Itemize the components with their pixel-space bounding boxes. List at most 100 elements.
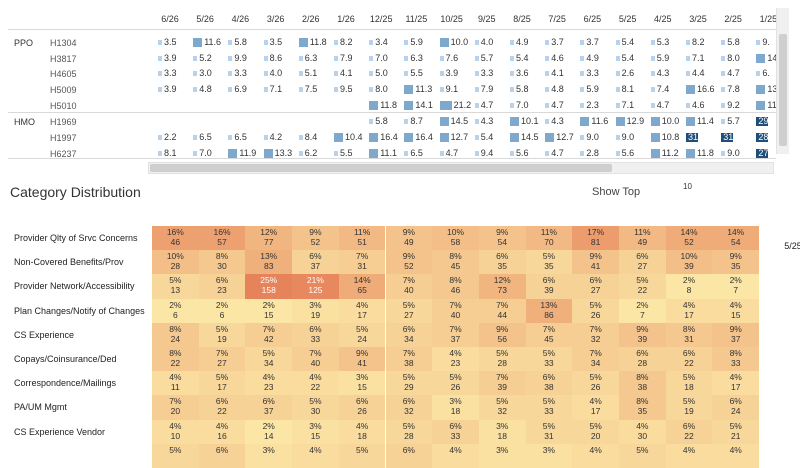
- value-bar: [615, 103, 620, 109]
- vertical-scrollbar-thumb[interactable]: [779, 34, 787, 146]
- value-bar: [686, 56, 690, 62]
- heatmap-percent: 7%: [589, 348, 602, 358]
- table-cell: 5.4: [615, 53, 634, 63]
- table-cell: 7.1: [686, 53, 705, 63]
- heatmap-percent: 2%: [169, 299, 182, 310]
- heatmap-count: 52: [404, 261, 414, 272]
- value-bar: [404, 71, 409, 77]
- heatmap-count: 27: [590, 285, 601, 296]
- cell-value: 10.0: [661, 116, 680, 126]
- show-top-value[interactable]: 10: [683, 182, 692, 191]
- value-bar: [263, 149, 273, 159]
- heatmap-percent: 14%: [727, 227, 745, 237]
- table-cell: 5.9: [580, 84, 599, 94]
- heatmap-count: 31: [357, 261, 367, 272]
- heatmap-cell: 5% 26: [572, 371, 619, 396]
- table-cell: 4.9: [510, 37, 529, 47]
- heatmap-percent: 5%: [542, 396, 556, 407]
- table-cell: 4.0: [263, 68, 282, 78]
- heatmap-count: 46: [450, 285, 461, 296]
- cell-value: 4.8: [199, 84, 212, 94]
- heatmap-percent: 5%: [215, 323, 229, 334]
- value-bar: [298, 135, 303, 141]
- category-label: Plan Changes/Notify of Changes: [14, 305, 145, 316]
- value-bar: [369, 101, 379, 111]
- heatmap-percent: 4%: [682, 444, 696, 455]
- heatmap-count: 23: [217, 285, 227, 296]
- heatmap-count: 26: [450, 382, 461, 393]
- cell-value: 3.5: [164, 37, 177, 47]
- value-bar: [474, 56, 479, 62]
- heatmap-count: 22: [217, 406, 227, 417]
- cell-value: 5.0: [375, 68, 388, 78]
- heatmap-count: 28: [170, 261, 181, 272]
- value-bar: [580, 56, 585, 62]
- table-cell: 7.8: [721, 84, 740, 94]
- heatmap-percent: 10%: [166, 251, 184, 262]
- value-bar: [439, 38, 449, 48]
- heatmap-cell: 6% 26: [338, 395, 386, 420]
- heatmap-percent: 7%: [402, 348, 415, 358]
- cell-value: 8.2: [692, 37, 705, 47]
- heatmap-cell: 6% 22: [198, 395, 246, 420]
- cell-value: 7.8: [727, 84, 740, 94]
- heatmap-cell: 4% 18: [338, 419, 386, 444]
- heatmap-percent: 3%: [309, 299, 322, 310]
- heatmap-cell: 3% 18: [432, 395, 479, 420]
- table-cell: 13.: [756, 84, 780, 95]
- heatmap-cell: 13% 86: [525, 298, 573, 323]
- heatmap-cell: 8% 35: [619, 395, 666, 420]
- value-bar: [510, 117, 519, 127]
- heatmap-cell: 5% 21: [712, 419, 760, 444]
- heatmap-count: 26: [357, 406, 367, 417]
- product-label: H5009: [50, 85, 77, 95]
- table-cell: 5.9: [650, 53, 669, 63]
- heatmap-count: 125: [308, 285, 323, 296]
- cell-value: 7.0: [199, 148, 212, 158]
- heatmap-cell: 2% 14: [245, 419, 293, 444]
- table-cell: 2.8: [580, 148, 599, 158]
- table-cell: 14.: [756, 53, 780, 64]
- heatmap-cell: 6% 23: [198, 274, 246, 299]
- heatmap-cell: 6% 33: [292, 322, 339, 347]
- heatmap-cell: 5% 19: [665, 395, 713, 420]
- heatmap-percent: 5%: [589, 372, 602, 383]
- heatmap-cell: 14% 52: [665, 226, 713, 251]
- table-cell: 4.6: [686, 100, 705, 110]
- heatmap-count: 70: [544, 237, 554, 247]
- show-top-label[interactable]: Show Top: [592, 186, 641, 198]
- heatmap-count: 30: [310, 406, 321, 417]
- heatmap-percent: 9%: [729, 251, 742, 262]
- heatmap-count: 28: [404, 430, 414, 441]
- value-bar: [298, 38, 308, 48]
- value-bar: [474, 135, 479, 141]
- heatmap-percent: 8%: [682, 323, 696, 334]
- heatmap-count: 39: [544, 285, 554, 296]
- heatmap-percent: 8%: [636, 372, 649, 383]
- heatmap-count: 40: [404, 285, 414, 296]
- table-cell: 3.9: [439, 68, 458, 78]
- heatmap-cell: 5% 29: [385, 371, 433, 396]
- cell-value: 5.4: [516, 53, 529, 63]
- value-bar: [439, 117, 449, 127]
- table-cell: 10.8: [650, 132, 679, 143]
- heatmap-column-header: 5/25: [784, 241, 800, 251]
- heatmap-cell: 5% 19: [198, 322, 246, 347]
- heatmap-percent: 7%: [449, 299, 462, 310]
- heatmap-cell: 10% 58: [432, 226, 479, 251]
- cell-value: 4.9: [586, 53, 599, 63]
- horizontal-scrollbar-thumb[interactable]: [150, 164, 612, 172]
- value-bar: [580, 87, 585, 93]
- heatmap-cell: 7% 31: [338, 250, 386, 275]
- cell-value: 9.1: [445, 84, 459, 94]
- heatmap-cell: 6% 33: [432, 419, 479, 444]
- heatmap-percent: 5%: [729, 420, 742, 431]
- table-cell: 4.9: [580, 53, 599, 63]
- heatmap-cell: 16% 57: [198, 226, 246, 251]
- table-cell: 5.8: [510, 84, 529, 94]
- heatmap-count: 158: [261, 285, 276, 296]
- table-cell: 4.8: [193, 84, 212, 94]
- cell-value: 4.1: [340, 68, 353, 78]
- value-bar: [756, 101, 766, 111]
- heatmap-percent: 17%: [587, 227, 605, 237]
